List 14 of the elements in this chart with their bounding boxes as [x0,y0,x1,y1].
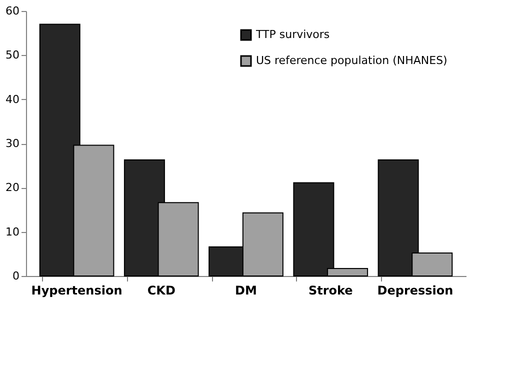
x-tick-label: Hypertension [31,284,122,298]
x-tick-label: Stroke [308,284,353,298]
y-tick-label: 60 [6,4,20,18]
y-tick-label: 0 [12,270,20,282]
y-tick-label: 20 [6,181,20,194]
y-tick-label: 50 [6,48,20,62]
y-tick-label: 40 [6,92,20,106]
legend-label: US reference population (NHANES) [256,54,448,67]
x-tick-label: CKD [147,284,176,298]
y-tick-label: 10 [6,225,20,238]
y-tick-label: 30 [6,137,20,150]
x-tick-label: Depression [377,284,454,298]
legend-label: TTP survivors [255,28,330,41]
x-tick-label: DM [235,284,257,298]
